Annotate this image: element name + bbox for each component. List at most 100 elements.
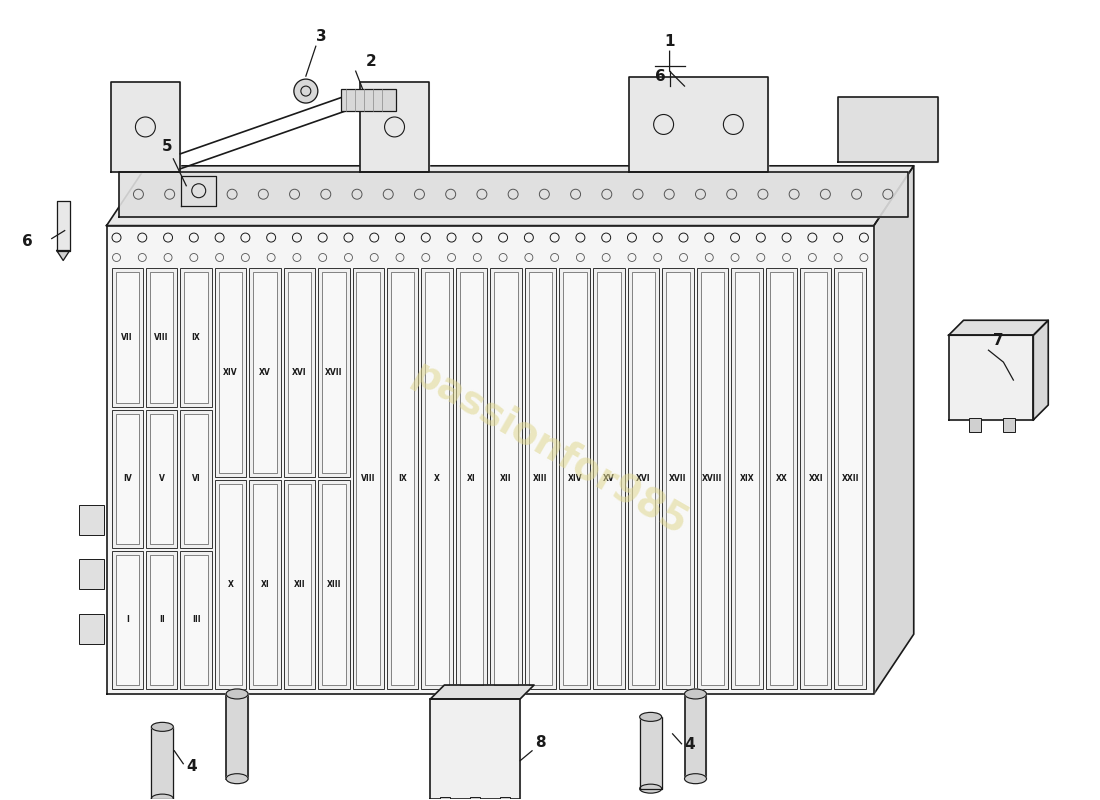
Text: XIII: XIII [327, 580, 341, 589]
Polygon shape [152, 727, 174, 798]
Text: XXI: XXI [808, 474, 823, 483]
Polygon shape [57, 250, 69, 261]
Bar [219, 484, 242, 685]
Polygon shape [640, 717, 661, 789]
Bar [111, 551, 143, 689]
Text: XVII: XVII [324, 368, 342, 378]
Bar [214, 269, 246, 478]
Bar [701, 273, 724, 685]
Text: XVIII: XVIII [702, 474, 723, 483]
Bar [594, 269, 625, 689]
Polygon shape [430, 685, 535, 699]
Bar [800, 269, 832, 689]
Text: 6: 6 [654, 69, 666, 84]
Bar [529, 273, 552, 685]
Ellipse shape [227, 774, 249, 784]
Bar [219, 273, 242, 474]
Polygon shape [182, 176, 217, 206]
Text: XII: XII [294, 580, 305, 589]
Text: X: X [228, 580, 233, 589]
Bar [78, 505, 103, 534]
Text: IX: IX [398, 474, 407, 483]
Text: IX: IX [191, 333, 200, 342]
Polygon shape [684, 694, 706, 778]
Text: V: V [158, 474, 165, 483]
Text: XVII: XVII [669, 474, 686, 483]
Bar [667, 273, 690, 685]
Text: 7: 7 [993, 333, 1004, 348]
Bar [250, 269, 280, 478]
Text: XIV: XIV [223, 368, 238, 378]
Bar [835, 269, 866, 689]
Polygon shape [227, 694, 249, 778]
Bar [494, 273, 518, 685]
Bar [1003, 418, 1015, 432]
Bar [352, 269, 384, 689]
Bar [322, 484, 345, 685]
Bar [111, 269, 143, 406]
Bar [766, 269, 797, 689]
Bar [770, 273, 793, 685]
Text: XV: XV [603, 474, 615, 483]
Circle shape [294, 79, 318, 103]
Bar [111, 410, 143, 548]
Bar [390, 273, 415, 685]
Text: I: I [125, 615, 129, 625]
Text: 4: 4 [186, 758, 197, 774]
Bar [696, 269, 728, 689]
Bar [426, 273, 449, 685]
Bar [284, 480, 315, 689]
Polygon shape [629, 77, 768, 172]
Text: VIII: VIII [154, 333, 169, 342]
Bar [525, 269, 557, 689]
Bar [735, 273, 759, 685]
Polygon shape [360, 82, 429, 172]
Text: IV: IV [123, 474, 132, 483]
Bar [146, 410, 177, 548]
Bar [597, 273, 620, 685]
Polygon shape [948, 320, 1048, 335]
Text: XII: XII [500, 474, 512, 483]
Ellipse shape [684, 774, 706, 784]
Polygon shape [107, 166, 914, 226]
Bar [471, 797, 481, 800]
Bar [185, 273, 208, 402]
Ellipse shape [152, 794, 174, 800]
Bar [631, 273, 656, 685]
Text: 3: 3 [316, 30, 327, 44]
Bar [838, 273, 862, 685]
Polygon shape [119, 172, 907, 217]
Text: XIV: XIV [568, 474, 582, 483]
Polygon shape [948, 335, 1033, 420]
Bar [253, 273, 277, 474]
Bar [662, 269, 694, 689]
Bar [318, 269, 350, 478]
Bar [185, 414, 208, 544]
Bar [116, 554, 139, 685]
Polygon shape [873, 166, 914, 694]
Bar [356, 273, 380, 685]
Bar [146, 269, 177, 406]
Bar [421, 269, 453, 689]
Text: VI: VI [191, 474, 200, 483]
Bar [180, 410, 212, 548]
Text: VIII: VIII [361, 474, 375, 483]
Bar [460, 273, 483, 685]
Bar [180, 269, 212, 406]
Polygon shape [57, 201, 69, 250]
Bar [491, 269, 521, 689]
Text: 1: 1 [664, 34, 675, 50]
Bar [180, 551, 212, 689]
Bar [318, 480, 350, 689]
Text: XXII: XXII [842, 474, 859, 483]
Bar [500, 797, 510, 800]
Bar [968, 418, 980, 432]
Text: VII: VII [121, 333, 133, 342]
Polygon shape [110, 82, 180, 172]
Bar [559, 269, 591, 689]
Bar [322, 273, 345, 474]
Bar [214, 480, 246, 689]
Bar [146, 551, 177, 689]
Bar [387, 269, 418, 689]
Text: 8: 8 [535, 734, 546, 750]
